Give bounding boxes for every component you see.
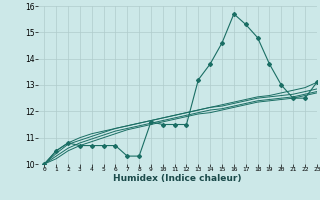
X-axis label: Humidex (Indice chaleur): Humidex (Indice chaleur) xyxy=(113,174,242,183)
